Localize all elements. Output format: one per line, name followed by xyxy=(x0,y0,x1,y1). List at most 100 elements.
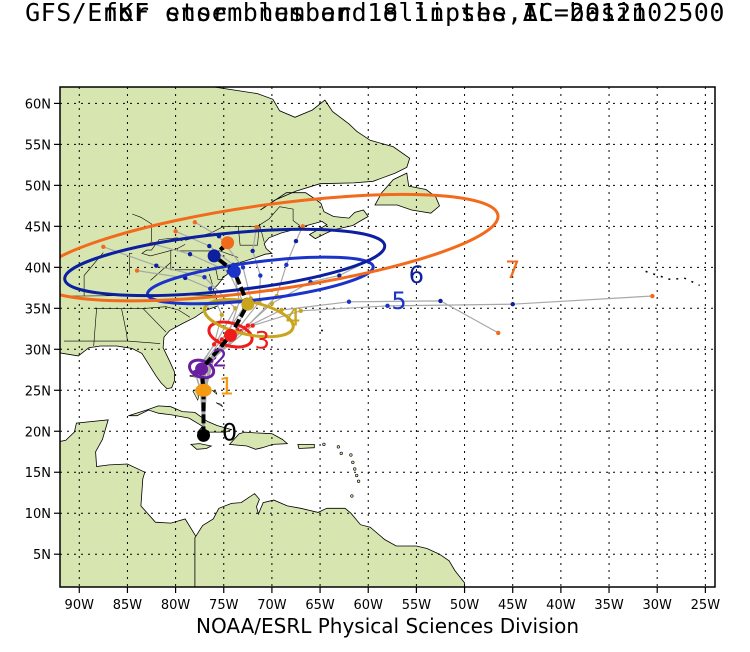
land-bahamas-island xyxy=(215,402,224,407)
mean-position-day-7 xyxy=(221,236,235,250)
member-point xyxy=(298,308,304,313)
state-border xyxy=(142,308,167,333)
member-point xyxy=(208,286,213,291)
lat-tick-label: 10N xyxy=(25,507,51,522)
member-point xyxy=(510,302,515,307)
ellipse-label-5: 5 xyxy=(391,287,406,315)
land-south-america xyxy=(194,493,466,587)
lat-tick-label: 25N xyxy=(25,384,51,399)
member-point xyxy=(250,323,255,328)
ellipse-day-7 xyxy=(60,192,500,303)
land-jamaica xyxy=(190,443,213,450)
uncertainty-ellipses xyxy=(60,192,500,397)
lon-tick-label: 90W xyxy=(65,598,95,613)
member-point xyxy=(346,299,352,304)
member-point xyxy=(173,229,178,234)
member-point xyxy=(219,312,225,318)
member-point xyxy=(187,252,193,257)
member-point xyxy=(202,274,207,280)
state-border xyxy=(93,306,191,318)
land-bahamas-island xyxy=(212,390,218,395)
ellipse-label-1: 1 xyxy=(219,372,234,400)
ellipse-label-0: 0 xyxy=(222,418,237,446)
land-antilles-island xyxy=(339,451,343,455)
land-antilles-island xyxy=(351,460,355,465)
land-azores xyxy=(645,270,700,287)
mean-position-day-1 xyxy=(197,383,211,397)
lat-tick-label: 35N xyxy=(25,302,51,317)
ensemble-mean-track xyxy=(195,236,255,442)
plot-frame xyxy=(59,86,716,588)
member-point xyxy=(250,248,255,254)
lon-tick-label: 80W xyxy=(161,598,191,613)
member-point xyxy=(245,323,251,328)
member-point xyxy=(300,224,305,229)
member-track xyxy=(202,226,304,436)
member-point xyxy=(438,298,443,304)
lon-tick-label: 85W xyxy=(113,598,143,613)
land-antilles-island xyxy=(357,479,361,483)
lon-tick-label: 30W xyxy=(643,598,673,613)
ellipse-label-3: 3 xyxy=(255,326,270,354)
land-antilles-island xyxy=(336,445,340,449)
ellipse-label-7: 7 xyxy=(505,256,520,284)
ellipse-label-6: 6 xyxy=(409,261,424,289)
member-point xyxy=(293,238,299,244)
member-point xyxy=(240,265,246,270)
member-point xyxy=(154,263,159,268)
footer-credit: NOAA/ESRL Physical Sciences Division xyxy=(196,614,579,638)
member-point xyxy=(650,293,655,299)
land-antilles-island xyxy=(350,494,354,498)
lat-tick-label: 15N xyxy=(25,466,51,481)
mean-position-day-0 xyxy=(197,428,211,442)
lon-tick-label: 60W xyxy=(354,598,384,613)
lon-tick-label: 55W xyxy=(402,598,432,613)
lon-tick-label: 35W xyxy=(594,598,624,613)
land-antilles-island xyxy=(349,453,353,457)
lon-tick-label: 40W xyxy=(546,598,576,613)
lat-tick-label: 30N xyxy=(25,343,51,358)
lon-tick-label: 75W xyxy=(209,598,239,613)
member-point xyxy=(219,337,225,342)
state-border xyxy=(132,213,152,243)
member-point xyxy=(254,224,259,230)
mean-position-day-2 xyxy=(195,362,209,376)
ellipse-day-3 xyxy=(207,320,254,349)
lon-tick-label: 25W xyxy=(691,598,721,613)
mean-position-day-4 xyxy=(241,297,255,311)
state-border xyxy=(63,340,161,344)
latitude-axis: 60N 55N 50N 45N 40N 35N 30N 25N 20N 15N 10N 5N xyxy=(25,97,60,563)
land-cuba xyxy=(128,405,233,433)
member-point xyxy=(284,262,289,268)
land-central-america xyxy=(60,419,197,587)
lon-tick-label: 70W xyxy=(257,598,287,613)
lon-tick-label: 45W xyxy=(498,598,528,613)
land-hispaniola xyxy=(228,431,289,450)
member-point xyxy=(211,342,217,347)
lat-tick-label: 5N xyxy=(33,548,51,563)
longitude-axis: 90W 85W 80W 75W 70W 65W 60W 55W 50W 45W 40W 35W 30W 2… xyxy=(65,587,721,613)
lat-tick-label: 55N xyxy=(25,138,51,153)
state-border xyxy=(93,308,97,347)
lat-tick-label: 20N xyxy=(25,425,51,440)
member-point xyxy=(207,243,212,249)
lat-tick-label: 50N xyxy=(25,179,51,194)
lon-tick-label: 50W xyxy=(450,598,480,613)
lat-tick-label: 40N xyxy=(25,261,51,276)
land-puerto-rico xyxy=(297,443,315,449)
member-point xyxy=(258,273,263,278)
member-point xyxy=(496,330,501,336)
member-point xyxy=(101,244,106,250)
ellipse-label-2: 2 xyxy=(212,344,227,372)
member-point xyxy=(134,268,140,273)
mean-position-day-5 xyxy=(227,264,241,278)
state-border xyxy=(215,269,224,280)
title-line-2: for storm number 18 in the AL basin xyxy=(102,0,648,27)
state-border xyxy=(177,248,239,258)
land-antilles-island xyxy=(355,473,359,478)
member-point xyxy=(385,303,390,309)
lat-tick-label: 60N xyxy=(25,97,51,112)
state-border xyxy=(121,309,128,342)
